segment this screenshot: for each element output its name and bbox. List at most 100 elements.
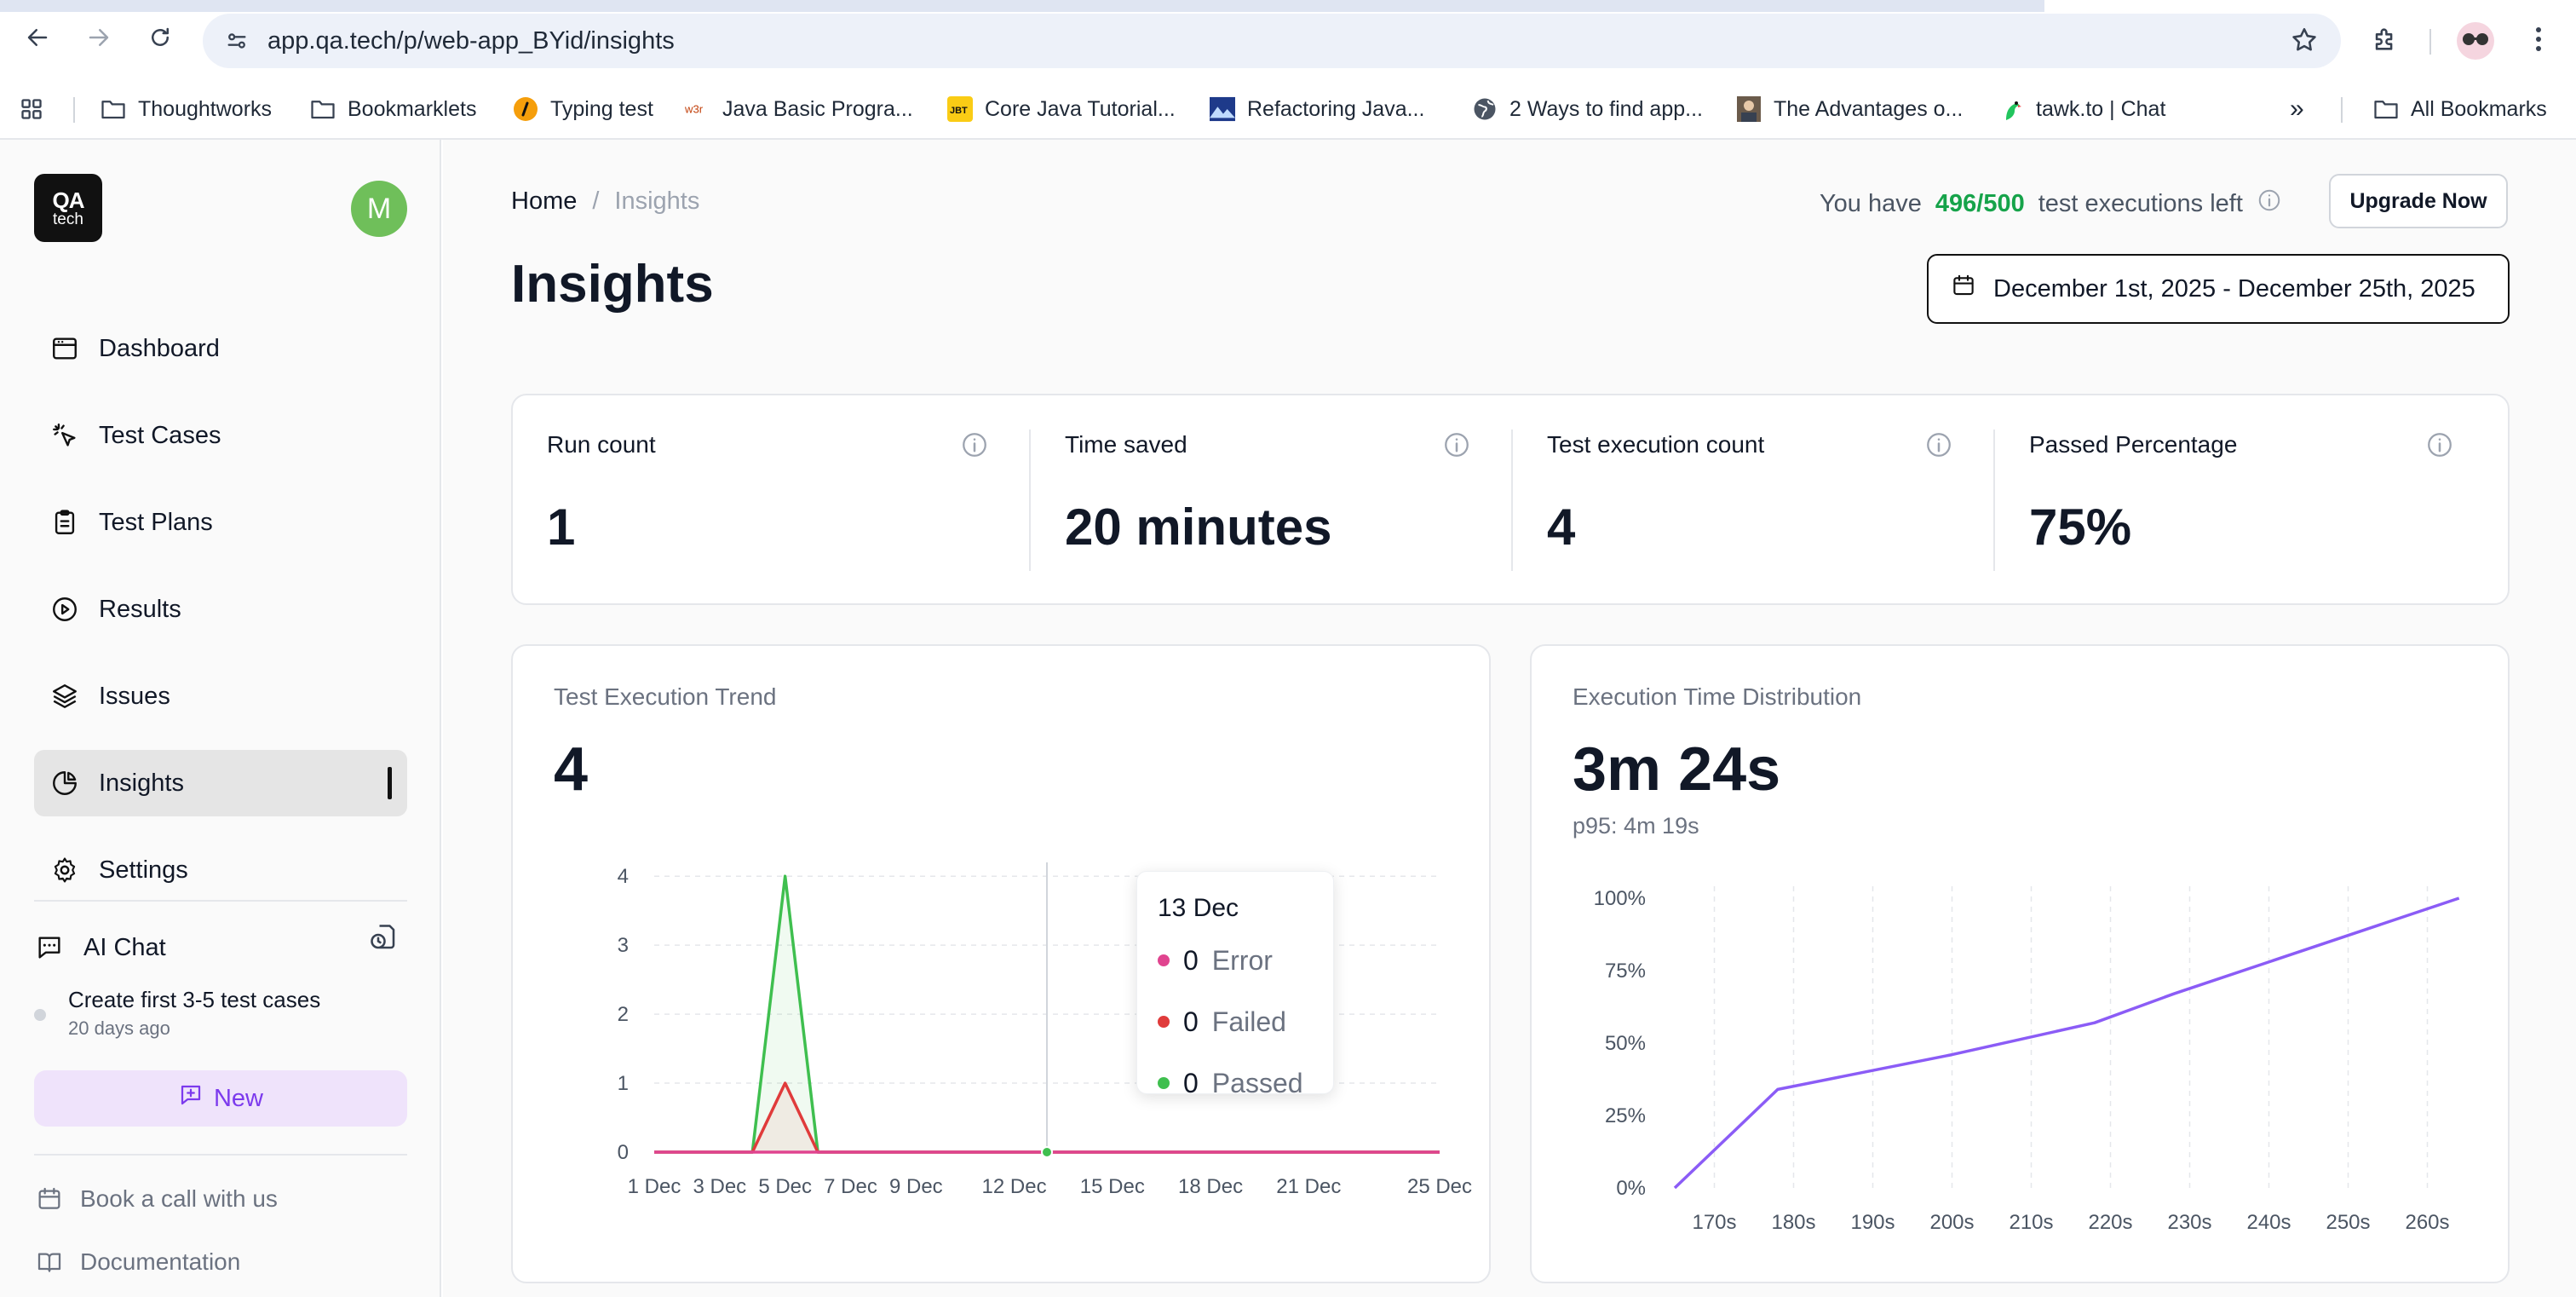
sidebar-item-test-plans[interactable]: Test Plans bbox=[34, 489, 407, 556]
card-subtitle: p95: 4m 19s bbox=[1573, 813, 1699, 839]
dashboard-icon bbox=[49, 333, 80, 364]
quota-prefix: You have bbox=[1820, 189, 1922, 217]
chat-status-dot bbox=[34, 1009, 46, 1021]
apps-button[interactable] bbox=[19, 90, 44, 128]
bookmark-advantages[interactable]: The Advantages o... bbox=[1736, 90, 1963, 128]
bookmark-core-java[interactable]: JBT Core Java Tutorial... bbox=[947, 90, 1176, 128]
play-circle-icon bbox=[49, 594, 80, 625]
x-tick-label: 260s bbox=[2405, 1211, 2449, 1234]
stat-value: 20 minutes bbox=[1065, 499, 1332, 556]
x-tick-label: 15 Dec bbox=[1080, 1175, 1145, 1198]
x-tick-label: 12 Dec bbox=[982, 1175, 1047, 1198]
book-call-label: Book a call with us bbox=[80, 1185, 278, 1212]
sidebar-item-dashboard[interactable]: Dashboard bbox=[34, 315, 407, 382]
bookmark-tawk[interactable]: tawk.to | Chat bbox=[1998, 90, 2165, 128]
x-tick-label: 240s bbox=[2246, 1211, 2291, 1234]
x-tick-label: 25 Dec bbox=[1407, 1175, 1472, 1198]
info-icon[interactable] bbox=[1441, 429, 1472, 460]
info-icon[interactable] bbox=[959, 429, 990, 460]
y-tick-label: 3 bbox=[618, 934, 629, 957]
ai-chat-header[interactable]: AI Chat bbox=[34, 922, 407, 973]
all-bookmarks-button[interactable]: All Bookmarks bbox=[2373, 90, 2547, 128]
tooltip-row-error: 0 Error bbox=[1158, 943, 1273, 977]
trend-chart[interactable]: 0 1 2 3 4 1 Dec 3 Dec 5 Dec 7 Dec 9 Dec 12 Dec 15 D… bbox=[513, 646, 1489, 1282]
sidebar-item-insights[interactable]: Insights bbox=[34, 750, 407, 816]
bookmark-label: Core Java Tutorial... bbox=[985, 96, 1176, 121]
qa-tech-logo[interactable]: QA tech bbox=[34, 174, 102, 242]
tooltip-row-failed: 0 Failed bbox=[1158, 1005, 1286, 1039]
bookmark-java-basic[interactable]: w3r Java Basic Progra... bbox=[685, 90, 913, 128]
chat-history-button[interactable] bbox=[365, 920, 402, 958]
bookmark-refactoring-java[interactable]: Refactoring Java... bbox=[1210, 90, 1424, 128]
bookmark-2-ways[interactable]: 2 Ways to find app... bbox=[1472, 90, 1703, 128]
forward-button[interactable] bbox=[82, 22, 116, 56]
stat-test-execution-count: Test execution count 4 bbox=[1513, 395, 1995, 603]
stat-divider bbox=[1029, 429, 1031, 571]
date-range-picker[interactable]: December 1st, 2025 - December 25th, 2025 bbox=[1927, 254, 2510, 324]
execution-time-distribution-card: Execution Time Distribution 3m 24s p95: … bbox=[1530, 644, 2510, 1283]
new-chat-button[interactable]: New bbox=[34, 1070, 407, 1127]
x-tick-label: 7 Dec bbox=[824, 1175, 877, 1198]
browser-menu-button[interactable] bbox=[2520, 22, 2557, 60]
new-chat-icon bbox=[178, 1082, 204, 1115]
user-avatar[interactable]: M bbox=[351, 181, 407, 237]
stat-value: 1 bbox=[547, 499, 576, 556]
sidebar-item-issues[interactable]: Issues bbox=[34, 663, 407, 729]
tooltip-label: Failed bbox=[1211, 1006, 1286, 1037]
tooltip-label: Error bbox=[1211, 944, 1273, 976]
bookmark-typing-test[interactable]: Typing test bbox=[513, 90, 653, 128]
stat-value: 4 bbox=[1547, 499, 1576, 556]
sidebar-item-test-cases[interactable]: Test Cases bbox=[34, 402, 407, 469]
card-title: Test Execution Trend bbox=[554, 683, 777, 710]
chat-list-item[interactable]: Create first 3-5 test cases 20 days ago bbox=[34, 987, 407, 1046]
active-point bbox=[1041, 1146, 1053, 1158]
folder-icon bbox=[2373, 96, 2399, 122]
breadcrumb-home[interactable]: Home bbox=[511, 187, 578, 215]
tooltip-count: 0 bbox=[1183, 944, 1199, 976]
execution-quota: You have 496/500 test executions left bbox=[1820, 187, 2282, 220]
card-value: 4 bbox=[554, 735, 589, 804]
sidebar-item-label: Settings bbox=[99, 856, 188, 884]
profile-avatar[interactable] bbox=[2457, 22, 2494, 60]
bookmarks-divider bbox=[2341, 97, 2343, 123]
sidebar-item-results[interactable]: Results bbox=[34, 576, 407, 643]
distribution-line bbox=[1673, 896, 2460, 1190]
logo-text: QA bbox=[52, 187, 85, 213]
stat-label: Passed Percentage bbox=[2029, 431, 2238, 458]
info-icon[interactable] bbox=[2424, 429, 2455, 460]
bookmark-thoughtworks[interactable]: Thoughtworks bbox=[101, 90, 272, 128]
breadcrumb-separator: / bbox=[592, 187, 600, 215]
y-tick-label: 100% bbox=[1594, 887, 1646, 910]
upgrade-now-button[interactable]: Upgrade Now bbox=[2329, 174, 2508, 228]
extensions-button[interactable] bbox=[2366, 22, 2404, 60]
reload-button[interactable] bbox=[143, 22, 177, 56]
tooltip-row-passed: 0 Passed bbox=[1158, 1066, 1303, 1100]
book-call-link[interactable]: Book a call with us bbox=[34, 1178, 278, 1220]
y-tick-label: 0% bbox=[1616, 1177, 1646, 1200]
info-icon[interactable] bbox=[1923, 429, 1954, 460]
address-bar[interactable]: app.qa.tech/p/web-app_BYid/insights bbox=[203, 14, 2341, 68]
tooltip-date: 13 Dec bbox=[1158, 894, 1239, 922]
info-icon[interactable] bbox=[2257, 187, 2282, 220]
quota-value: 496/500 bbox=[1935, 189, 2025, 217]
stat-label: Time saved bbox=[1065, 431, 1187, 458]
bookmark-label: Refactoring Java... bbox=[1247, 96, 1425, 121]
url-text[interactable]: app.qa.tech/p/web-app_BYid/insights bbox=[267, 27, 675, 55]
bookmark-star-icon[interactable] bbox=[2290, 26, 2319, 59]
sidebar-item-settings[interactable]: Settings bbox=[34, 837, 407, 903]
gear-icon bbox=[49, 855, 80, 885]
breadcrumb: Home / Insights bbox=[511, 187, 699, 216]
x-tick-label: 250s bbox=[2326, 1211, 2370, 1234]
y-tick-label: 0 bbox=[618, 1141, 629, 1164]
clipboard-list-icon bbox=[49, 507, 80, 538]
tooltip-label: Passed bbox=[1211, 1067, 1303, 1098]
x-tick-label: 5 Dec bbox=[758, 1175, 812, 1198]
back-button[interactable] bbox=[20, 22, 55, 56]
bookmark-bookmarklets[interactable]: Bookmarklets bbox=[310, 90, 476, 128]
site-settings-icon[interactable] bbox=[221, 26, 252, 56]
person-icon bbox=[1736, 96, 1762, 122]
documentation-link[interactable]: Documentation bbox=[34, 1241, 240, 1283]
distribution-chart[interactable]: 170s 180s 190s 200s 210s 220s 230s 240s 250s 260s… bbox=[1532, 646, 2508, 1282]
card-title: Execution Time Distribution bbox=[1573, 683, 1862, 710]
bookmarks-overflow-button[interactable]: » bbox=[2290, 90, 2304, 128]
